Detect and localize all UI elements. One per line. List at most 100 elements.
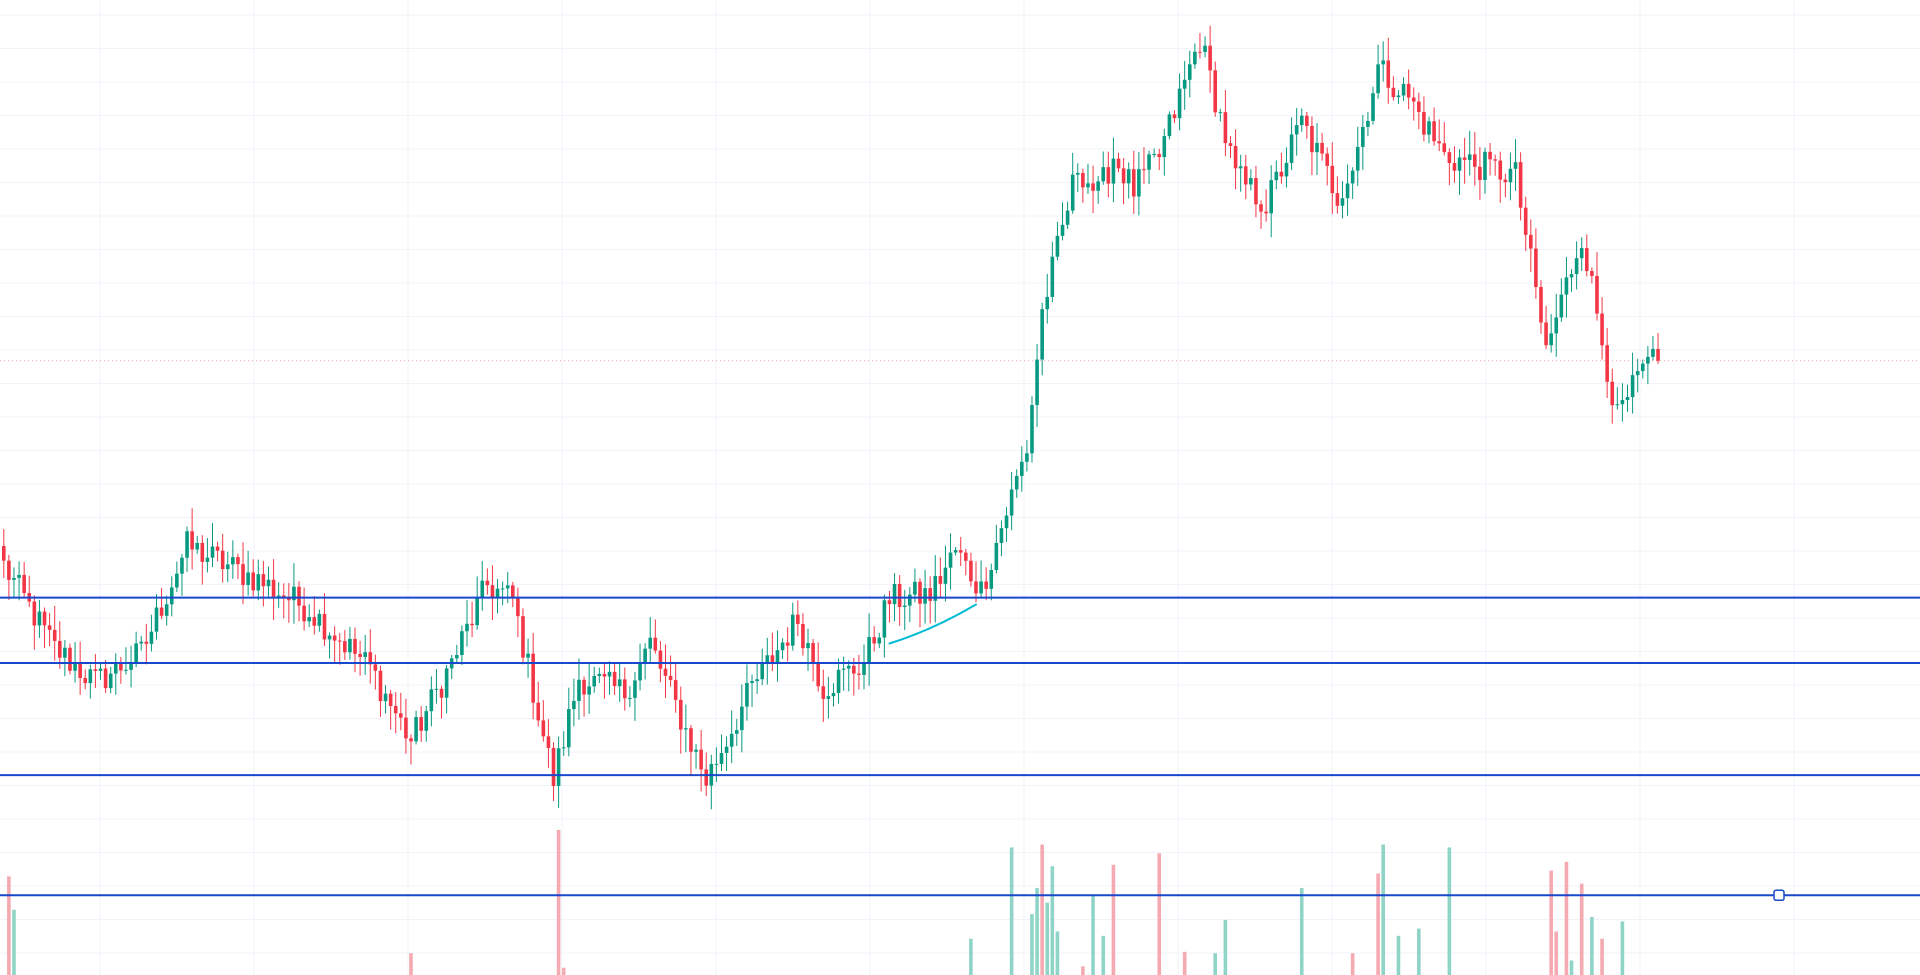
candle-body [1488,151,1492,160]
volume-bar [1554,931,1559,975]
candle-body [780,642,785,651]
candle-body [414,717,418,742]
candle-body [292,586,296,601]
candle-body [511,585,515,598]
candle-body [404,717,408,739]
candle-body [246,572,250,585]
candle-body [1289,134,1294,163]
candle-body [52,629,57,641]
candle-body [801,623,805,649]
candle-body [271,579,276,597]
candles [2,25,1660,810]
candle-body [348,638,352,653]
candle-body [1259,204,1263,212]
candle-body [846,665,851,669]
volume-bar [1620,921,1625,975]
candle-body [1142,169,1146,171]
candle-body [1167,114,1172,137]
candle-body [297,586,301,606]
candle-body [755,679,759,682]
candle-body [1427,121,1431,135]
candle-body [256,574,261,591]
candle-body [327,635,332,640]
candle-body [1554,317,1559,334]
candle-body [1411,97,1416,102]
candle-body [1656,348,1660,361]
candle-body [460,631,464,656]
candle-body [1381,60,1385,65]
candle-body [465,623,469,632]
candle-body [419,717,423,731]
trend-line[interactable] [888,603,977,645]
candle-body [1269,180,1274,214]
candle-body [1254,178,1258,205]
candle-body [185,531,189,558]
candle-body [1437,141,1441,144]
candle-body [592,675,597,687]
candle-body [1442,143,1447,153]
candle-body [455,655,459,659]
candle-body [1152,153,1156,155]
candle-body [1228,143,1233,146]
volume-bar [1376,873,1380,975]
candle-body [556,748,561,786]
candle-body [1579,248,1584,259]
candle-body [63,647,67,658]
candle-body [689,728,693,752]
candle-body [1045,296,1050,310]
horizontal-lines[interactable] [0,596,1920,901]
candle-body [312,617,317,626]
candle-body [1513,162,1518,169]
candle-body [37,611,42,626]
candle-body [684,728,688,730]
candle-body [958,550,963,553]
candle-body [1177,88,1182,119]
candle-body [1065,210,1070,225]
candle-body [1457,157,1462,171]
volume-bar [1579,883,1584,975]
candle-body [1417,101,1421,113]
trend-line-drawing[interactable] [888,603,977,645]
candle-body [1473,154,1477,167]
candle-body [999,528,1004,543]
candle-body [68,647,72,671]
candle-body [1391,87,1396,98]
candle-body [775,650,780,663]
candle-body [1605,345,1609,382]
candle-body [1584,248,1589,272]
line-drag-handle[interactable] [1773,889,1785,901]
candle-body [1243,166,1248,185]
volume-bar [556,830,561,975]
candle-body [516,597,520,617]
candle-body [353,638,357,654]
candle-body [678,699,683,730]
candle-body [1182,79,1187,89]
candle-body [475,598,479,626]
candle-body [42,611,47,626]
candle-body [587,686,591,695]
candle-body [572,700,576,710]
candle-body [307,617,311,622]
candle-body [1014,475,1019,490]
candle-body [597,673,602,676]
candle-body [1518,162,1523,208]
candle-body [1422,112,1426,135]
candle-body [1630,375,1635,398]
candle-body [276,595,281,597]
candle-body [1131,169,1136,197]
candle-body [225,564,230,570]
candle-body [770,655,775,663]
candle-body [220,550,225,570]
candle-body [1498,160,1503,180]
candle-body [169,587,174,605]
candle-body [989,570,994,589]
candle-body [612,671,617,687]
volume-bar [1564,861,1569,975]
candle-body [78,662,82,679]
volume-bar [1157,853,1162,975]
candle-body [1025,453,1029,462]
candle-body [205,557,210,562]
candle-body [1249,178,1253,185]
